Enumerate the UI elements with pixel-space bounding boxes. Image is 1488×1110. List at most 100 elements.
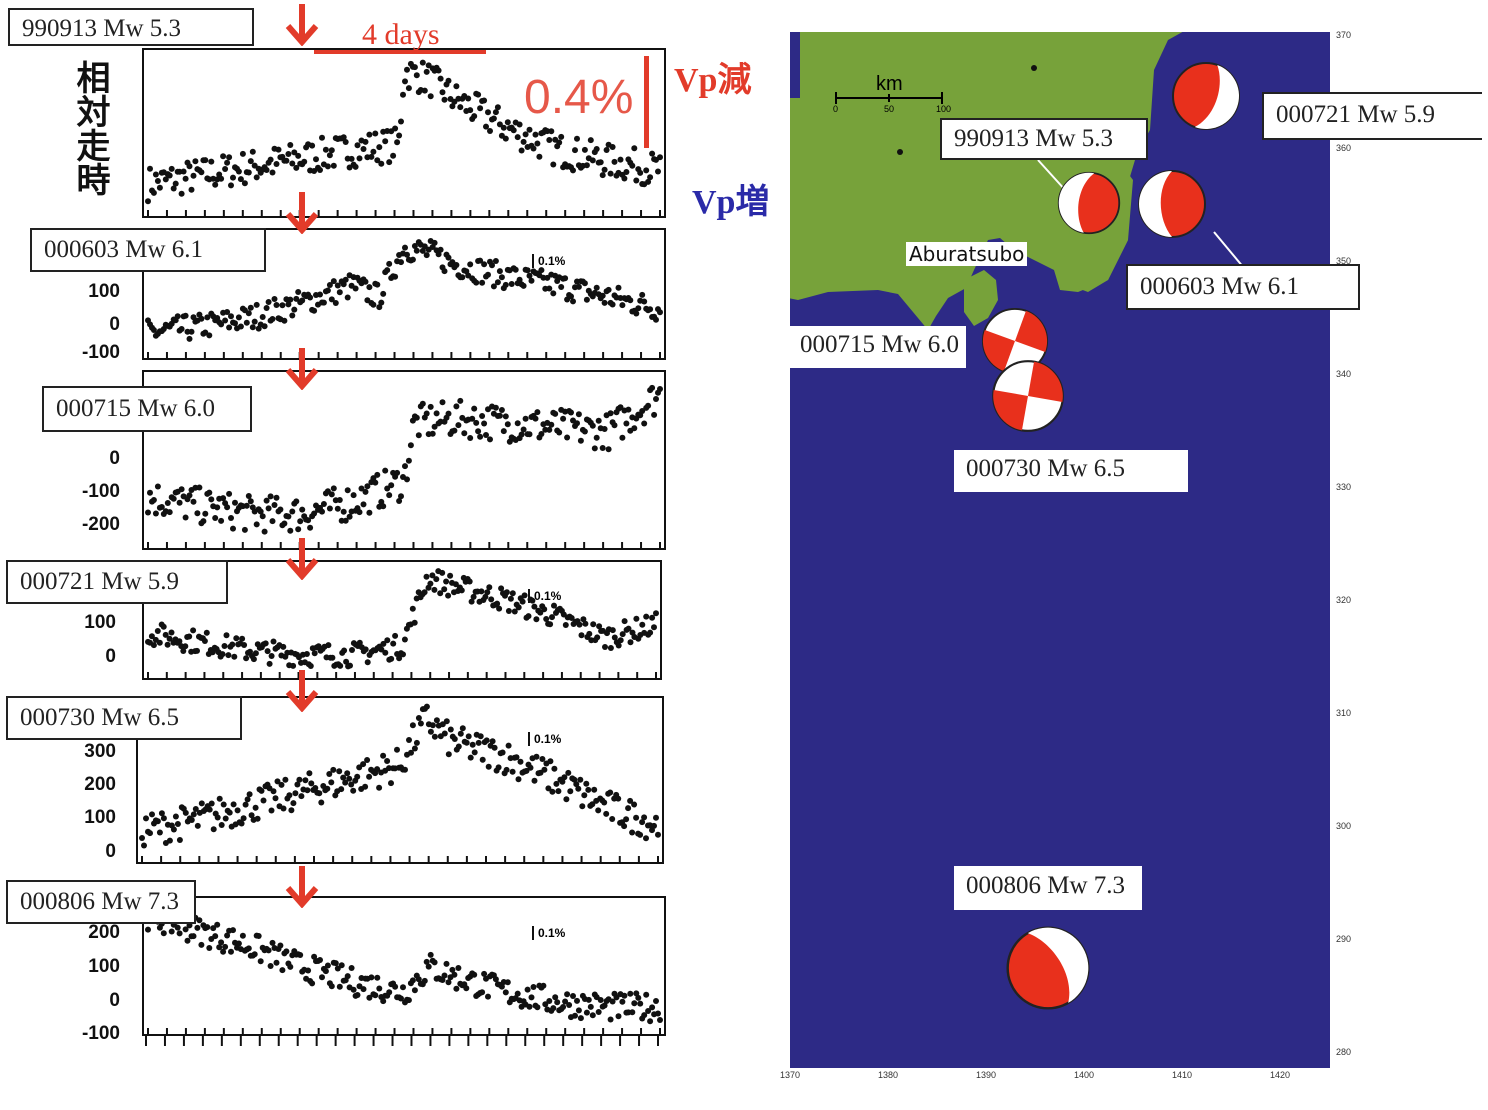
data-point bbox=[170, 826, 177, 833]
data-point bbox=[637, 169, 644, 176]
data-point bbox=[496, 605, 503, 612]
data-point bbox=[320, 501, 327, 507]
data-point bbox=[580, 616, 587, 623]
data-point bbox=[366, 994, 373, 1001]
data-point bbox=[396, 132, 403, 139]
data-point bbox=[451, 427, 458, 434]
data-point bbox=[451, 971, 458, 978]
data-point bbox=[651, 624, 657, 631]
data-point bbox=[615, 1013, 622, 1020]
data-point bbox=[514, 420, 521, 427]
data-point bbox=[534, 409, 541, 416]
data-point bbox=[559, 778, 566, 785]
data-point bbox=[411, 745, 418, 752]
data-point bbox=[214, 814, 221, 821]
map-label-000806: 000806 Mw 7.3 bbox=[954, 866, 1142, 910]
data-point bbox=[516, 276, 523, 283]
data-point bbox=[498, 585, 505, 592]
data-point bbox=[629, 162, 636, 169]
data-point bbox=[498, 407, 505, 413]
data-point bbox=[637, 1000, 644, 1007]
data-point bbox=[579, 803, 586, 810]
data-point bbox=[178, 486, 185, 493]
data-point bbox=[277, 506, 284, 513]
data-point bbox=[475, 91, 482, 98]
data-point bbox=[564, 991, 571, 998]
data-point bbox=[465, 95, 472, 102]
panel-990913-plot bbox=[145, 59, 663, 216]
data-point bbox=[380, 752, 387, 759]
data-point bbox=[635, 994, 642, 1001]
data-point bbox=[291, 149, 298, 156]
data-point bbox=[392, 983, 399, 990]
data-point bbox=[271, 296, 278, 302]
data-point bbox=[479, 756, 486, 763]
city-dot bbox=[897, 149, 903, 155]
data-point bbox=[398, 493, 404, 500]
data-point bbox=[232, 320, 238, 327]
data-point bbox=[431, 423, 438, 430]
data-point bbox=[631, 145, 638, 152]
data-point bbox=[495, 764, 502, 771]
data-point bbox=[386, 989, 393, 996]
data-point bbox=[467, 261, 474, 268]
data-point bbox=[182, 312, 189, 319]
data-point bbox=[601, 1002, 608, 1009]
data-point bbox=[417, 720, 424, 727]
data-point bbox=[486, 584, 493, 591]
data-point bbox=[268, 807, 275, 814]
data-point bbox=[380, 290, 387, 297]
data-point bbox=[192, 158, 199, 165]
data-point bbox=[470, 593, 477, 600]
data-point bbox=[621, 992, 628, 999]
data-point bbox=[453, 985, 460, 992]
data-point bbox=[433, 717, 440, 724]
data-point bbox=[583, 162, 590, 169]
data-point bbox=[490, 115, 497, 122]
data-point bbox=[445, 410, 452, 417]
data-point bbox=[253, 174, 260, 181]
data-point bbox=[260, 797, 267, 804]
data-point bbox=[625, 625, 632, 632]
data-point bbox=[601, 166, 608, 173]
data-point bbox=[431, 239, 438, 246]
data-point bbox=[520, 282, 527, 289]
data-point bbox=[322, 146, 329, 153]
data-point bbox=[461, 430, 468, 437]
data-point bbox=[602, 644, 608, 650]
data-point bbox=[647, 306, 654, 313]
data-point bbox=[520, 138, 527, 145]
data-point bbox=[556, 139, 563, 146]
data-point bbox=[477, 433, 484, 440]
data-point bbox=[483, 432, 489, 438]
data-point bbox=[156, 639, 163, 646]
ytick: 100 bbox=[84, 807, 116, 828]
data-point bbox=[243, 319, 250, 326]
data-point bbox=[631, 1000, 638, 1007]
data-point bbox=[139, 835, 145, 841]
data-point bbox=[423, 410, 430, 417]
data-point bbox=[504, 421, 511, 428]
data-point bbox=[270, 638, 277, 645]
data-point bbox=[441, 96, 448, 103]
map-axis-tick: 1380 bbox=[878, 1070, 899, 1080]
data-point bbox=[477, 733, 484, 740]
data-point bbox=[455, 965, 462, 971]
data-point bbox=[263, 497, 270, 504]
data-point bbox=[328, 147, 335, 154]
data-point bbox=[263, 305, 270, 311]
data-point bbox=[226, 809, 233, 816]
data-point bbox=[503, 766, 510, 773]
data-point bbox=[437, 246, 444, 253]
data-point bbox=[575, 1007, 582, 1014]
data-point bbox=[220, 801, 227, 808]
data-point bbox=[206, 332, 213, 339]
data-point bbox=[263, 167, 270, 173]
data-point bbox=[305, 967, 312, 974]
data-point bbox=[655, 168, 661, 175]
data-point bbox=[427, 580, 434, 587]
data-point bbox=[453, 83, 460, 90]
data-point bbox=[278, 781, 285, 788]
data-point bbox=[362, 488, 369, 495]
data-point bbox=[290, 800, 297, 807]
